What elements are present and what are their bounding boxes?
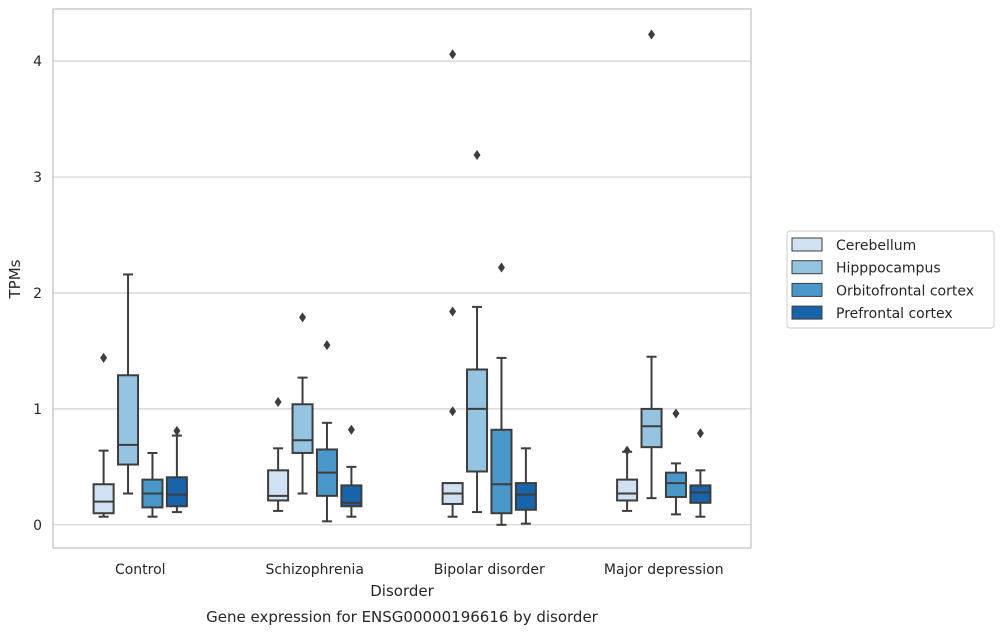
legend-frame (786, 230, 995, 329)
box-iqr (291, 403, 314, 454)
plot-area (92, 29, 712, 526)
legend-label: Orbitofrontal cortex (836, 283, 974, 299)
box-prefrontal-cortex (340, 424, 363, 518)
box-iqr (514, 482, 537, 511)
legend-swatch (791, 282, 823, 297)
legend-swatch (791, 260, 823, 275)
outlier-point (672, 408, 680, 419)
box-iqr (92, 483, 115, 515)
outlier-point (173, 425, 181, 436)
y-tick-label: 3 (33, 170, 42, 186)
x-tick-label: Major depression (604, 562, 724, 578)
outlier-point (299, 312, 307, 323)
box-hipppocampus (640, 29, 663, 500)
box-iqr (689, 484, 712, 504)
y-tick-label: 4 (33, 54, 42, 70)
box-prefrontal-cortex (514, 447, 537, 525)
outlier-point (347, 424, 355, 435)
legend: Cerebellum Hipppocampus Orbitofrontal cort… (786, 230, 995, 329)
box-orbitofrontal-cortex (141, 451, 164, 518)
x-tick-label: Schizophrenia (266, 562, 364, 578)
box-iqr (466, 368, 489, 473)
y-tick-label: 1 (33, 402, 42, 418)
box-iqr (616, 478, 639, 502)
box-iqr (664, 471, 687, 498)
outlier-point (100, 352, 108, 363)
outlier-point (696, 428, 704, 439)
outlier-point (323, 340, 331, 351)
legend-label: Cerebellum (836, 238, 916, 254)
outlier-point (623, 445, 631, 456)
box-iqr (267, 469, 290, 502)
box-orbitofrontal-cortex (490, 262, 513, 526)
y-tick-label: 2 (33, 286, 42, 302)
box-hipppocampus (291, 312, 314, 495)
outlier-point (497, 262, 505, 273)
outlier-point (449, 306, 457, 317)
legend-label: Hipppocampus (836, 261, 941, 277)
legend-label: Prefrontal cortex (836, 306, 953, 322)
x-tick-label: Bipolar disorder (434, 562, 545, 578)
box-cerebellum (267, 396, 290, 512)
y-axis-label: TPMs (6, 259, 24, 299)
box-prefrontal-cortex (689, 428, 712, 518)
box-iqr (340, 484, 363, 508)
legend-swatch (791, 305, 823, 320)
box-orbitofrontal-cortex (315, 340, 338, 523)
gridlines (53, 60, 751, 526)
box-cerebellum (616, 445, 639, 512)
outlier-point (274, 396, 282, 407)
box-hipppocampus (466, 150, 489, 514)
outlier-point (473, 150, 481, 161)
box-prefrontal-cortex (165, 425, 188, 514)
outlier-point (648, 29, 656, 40)
outlier-point (449, 406, 457, 417)
box-hipppocampus (117, 273, 140, 495)
box-iqr (490, 428, 513, 515)
outlier-point (449, 49, 457, 60)
box-iqr (640, 407, 663, 449)
legend-swatch (791, 237, 823, 252)
chart-caption: Gene expression for ENSG00000196616 by d… (206, 608, 599, 626)
box-cerebellum (441, 49, 464, 518)
y-tick-label: 0 (33, 518, 42, 534)
box-orbitofrontal-cortex (664, 408, 687, 516)
x-axis-ticks: Control Schizophrenia Bipolar disorder Majo… (115, 562, 724, 578)
y-axis-ticks: 0 1 2 3 4 (33, 54, 42, 534)
x-tick-label: Control (115, 562, 166, 578)
box-cerebellum (92, 352, 115, 518)
x-axis-label: Disorder (370, 582, 434, 600)
box-iqr (117, 374, 140, 466)
plot-frame (52, 8, 752, 549)
box-iqr (165, 476, 188, 508)
